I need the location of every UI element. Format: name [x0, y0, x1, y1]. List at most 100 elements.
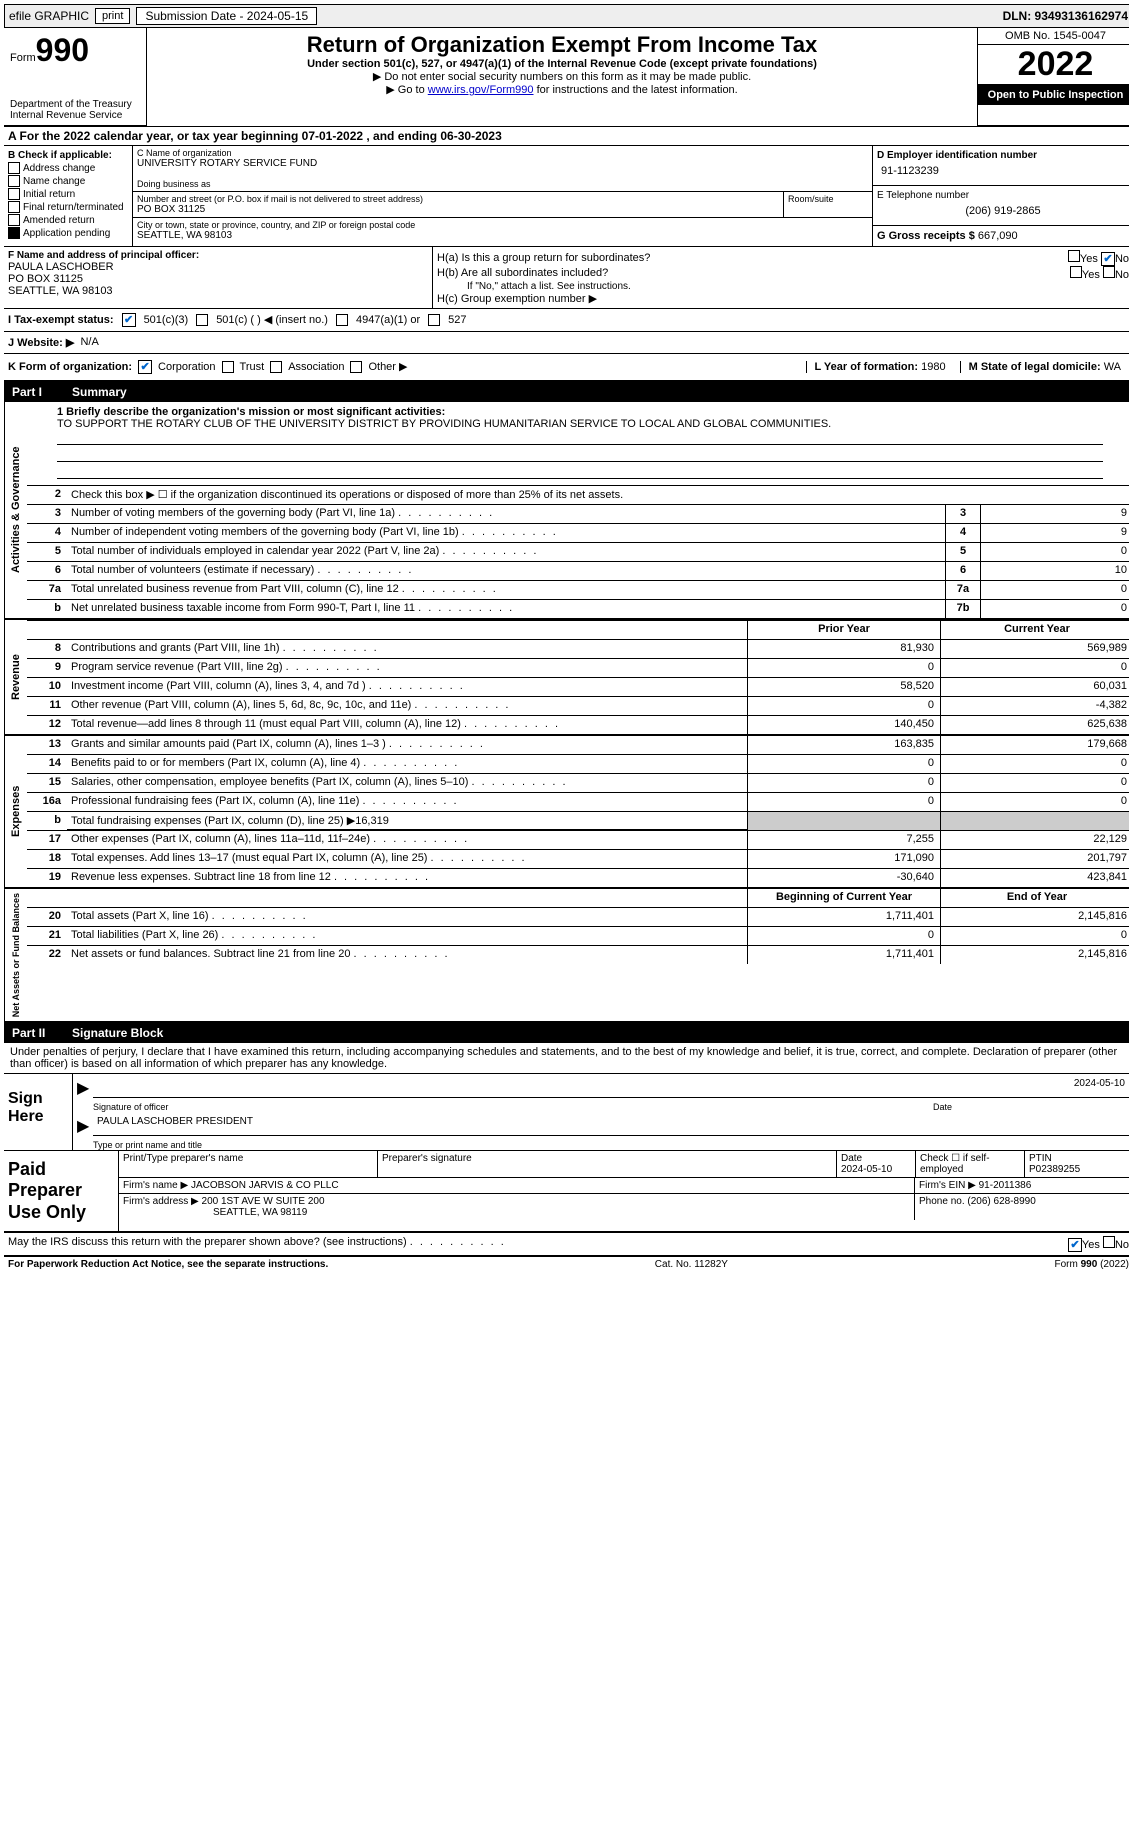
B-label: B Check if applicable:	[8, 150, 128, 161]
form-990-number: 990	[36, 32, 89, 68]
part2-header: Part II Signature Block	[4, 1023, 1129, 1043]
form-number-box: Form990 Department of the Treasury Inter…	[4, 28, 147, 126]
org-name: UNIVERSITY ROTARY SERVICE FUND	[137, 158, 868, 169]
discuss-yes-check[interactable]: ✔	[1068, 1238, 1082, 1252]
top-bar: efile GRAPHIC print Submission Date - 20…	[4, 4, 1129, 28]
phone-value: (206) 919-2865	[877, 201, 1129, 221]
opt-501c: 501(c) ( ) ◀ (insert no.)	[216, 313, 328, 326]
opt-4947: 4947(a)(1) or	[356, 314, 420, 326]
Hb-note: If "No," attach a list. See instructions…	[437, 281, 1129, 292]
goto-pre: ▶ Go to	[386, 84, 427, 96]
chk-4947[interactable]	[336, 314, 348, 326]
part1-title: Summary	[72, 385, 127, 399]
chk-final-return[interactable]: Final return/terminated	[8, 201, 128, 213]
firm-name-label: Firm's name ▶	[123, 1180, 188, 1191]
chk-501c3[interactable]: ✔	[122, 313, 136, 327]
room-label: Room/suite	[788, 194, 868, 204]
firm-addr-label: Firm's address ▶	[123, 1196, 199, 1207]
type-name-label: Type or print name and title	[73, 1140, 1129, 1150]
opt-trust: Trust	[240, 361, 265, 373]
org-name-label: C Name of organization	[137, 148, 868, 158]
line-2-text: Check this box ▶ ☐ if the organization d…	[67, 486, 1129, 504]
no-label: No	[1115, 1239, 1129, 1251]
sign-date: 2024-05-10	[1074, 1078, 1125, 1097]
end-year-header: End of Year	[940, 889, 1129, 907]
phone-label: E Telephone number	[877, 190, 1129, 201]
print-button[interactable]: print	[95, 8, 130, 24]
footer-form-num: 990	[1081, 1259, 1098, 1270]
expense-line-17: 17Other expenses (Part IX, column (A), l…	[27, 831, 1129, 850]
irs-link[interactable]: www.irs.gov/Form990	[428, 84, 534, 96]
firm-ein: 91-2011386	[979, 1180, 1032, 1191]
expense-line-19: 19Revenue less expenses. Subtract line 1…	[27, 869, 1129, 887]
no-label: No	[1115, 253, 1129, 265]
current-year-header: Current Year	[940, 621, 1129, 639]
chk-address-change[interactable]: Address change	[8, 162, 128, 174]
chk-application-pending[interactable]: Application pending	[8, 227, 128, 239]
J-row: J Website: ▶ N/A	[4, 332, 1129, 354]
year-formation: 1980	[921, 361, 945, 373]
firm-name: JACOBSON JARVIS & CO PLLC	[191, 1180, 339, 1191]
chk-other[interactable]	[350, 361, 362, 373]
part1-header: Part I Summary	[4, 382, 1129, 402]
date-label: Date	[913, 1102, 1129, 1112]
discuss-no-check[interactable]	[1103, 1236, 1115, 1248]
begin-year-header: Beginning of Current Year	[747, 889, 940, 907]
dln-label: DLN: 93493136162974	[1003, 9, 1128, 23]
F-label: F Name and address of principal officer:	[8, 250, 428, 261]
firm-city: SEATTLE, WA 98119	[123, 1207, 307, 1218]
page-footer: For Paperwork Reduction Act Notice, see …	[4, 1257, 1129, 1272]
revenue-section: Revenue Prior Year Current Year 8Contrib…	[4, 620, 1129, 736]
chk-label: Name change	[23, 176, 85, 187]
chk-initial-return[interactable]: Initial return	[8, 188, 128, 200]
F-H-row: F Name and address of principal officer:…	[4, 247, 1129, 309]
revenue-line-8: 8Contributions and grants (Part VIII, li…	[27, 640, 1129, 659]
header-right-box: OMB No. 1545-0047 2022 Open to Public In…	[977, 28, 1129, 126]
summary-line-6: 6Total number of volunteers (estimate if…	[27, 562, 1129, 581]
section-F: F Name and address of principal officer:…	[4, 247, 433, 308]
officer-signature-line[interactable]: 2024-05-10	[93, 1078, 1129, 1098]
vert-expenses: Expenses	[4, 736, 27, 887]
yes-label: Yes	[1080, 253, 1098, 265]
prep-phone-label: Phone no.	[919, 1196, 965, 1207]
dba-label: Doing business as	[137, 179, 868, 189]
revenue-line-11: 11Other revenue (Part VIII, column (A), …	[27, 697, 1129, 716]
no-label: No	[1115, 269, 1129, 281]
M-label: M State of legal domicile:	[969, 361, 1101, 373]
officer-addr1: PO BOX 31125	[8, 273, 428, 285]
gross-label: G Gross receipts $	[877, 230, 975, 242]
Hc-label: H(c) Group exemption number ▶	[437, 292, 1129, 305]
paid-preparer-label: Paid Preparer Use Only	[4, 1151, 119, 1232]
self-employed-check[interactable]: Check ☐ if self-employed	[916, 1151, 1025, 1177]
open-to-public: Open to Public Inspection	[978, 85, 1129, 105]
sig-officer-label: Signature of officer	[73, 1102, 913, 1112]
chk-trust[interactable]	[222, 361, 234, 373]
net-line-20: 20Total assets (Part X, line 16) 1,711,4…	[27, 908, 1129, 927]
officer-name-title: PAULA LASCHOBER PRESIDENT	[97, 1116, 253, 1135]
mission-text: TO SUPPORT THE ROTARY CLUB OF THE UNIVER…	[57, 418, 1103, 430]
section-H: H(a) Is this a group return for subordin…	[433, 247, 1129, 308]
preparer-sig-label: Preparer's signature	[378, 1151, 837, 1177]
chk-association[interactable]	[270, 361, 282, 373]
cat-no: Cat. No. 11282Y	[655, 1259, 728, 1270]
J-label: J Website: ▶	[8, 336, 74, 349]
ein-label: D Employer identification number	[877, 150, 1129, 161]
sign-here-block: Sign Here ▶ 2024-05-10 Signature of offi…	[4, 1074, 1129, 1151]
expense-line-b: bTotal fundraising expenses (Part IX, co…	[27, 812, 1129, 831]
activities-governance: Activities & Governance 1 Briefly descri…	[4, 402, 1129, 620]
chk-name-change[interactable]: Name change	[8, 175, 128, 187]
opt-corp: Corporation	[158, 361, 215, 373]
preparer-name-label: Print/Type preparer's name	[119, 1151, 378, 1177]
firm-ein-label: Firm's EIN ▶	[919, 1180, 976, 1191]
chk-501c[interactable]	[196, 314, 208, 326]
part2-num: Part II	[12, 1026, 72, 1040]
footer-year: 2022	[1103, 1259, 1125, 1270]
ein-value: 91-1123239	[877, 161, 1129, 181]
chk-amended-return[interactable]: Amended return	[8, 214, 128, 226]
chk-527[interactable]	[428, 314, 440, 326]
omb-number: OMB No. 1545-0047	[978, 28, 1129, 45]
K-label: K Form of organization:	[8, 361, 132, 373]
gross-receipts: 667,090	[978, 230, 1018, 242]
chk-corporation[interactable]: ✔	[138, 360, 152, 374]
state-domicile: WA	[1104, 361, 1121, 373]
